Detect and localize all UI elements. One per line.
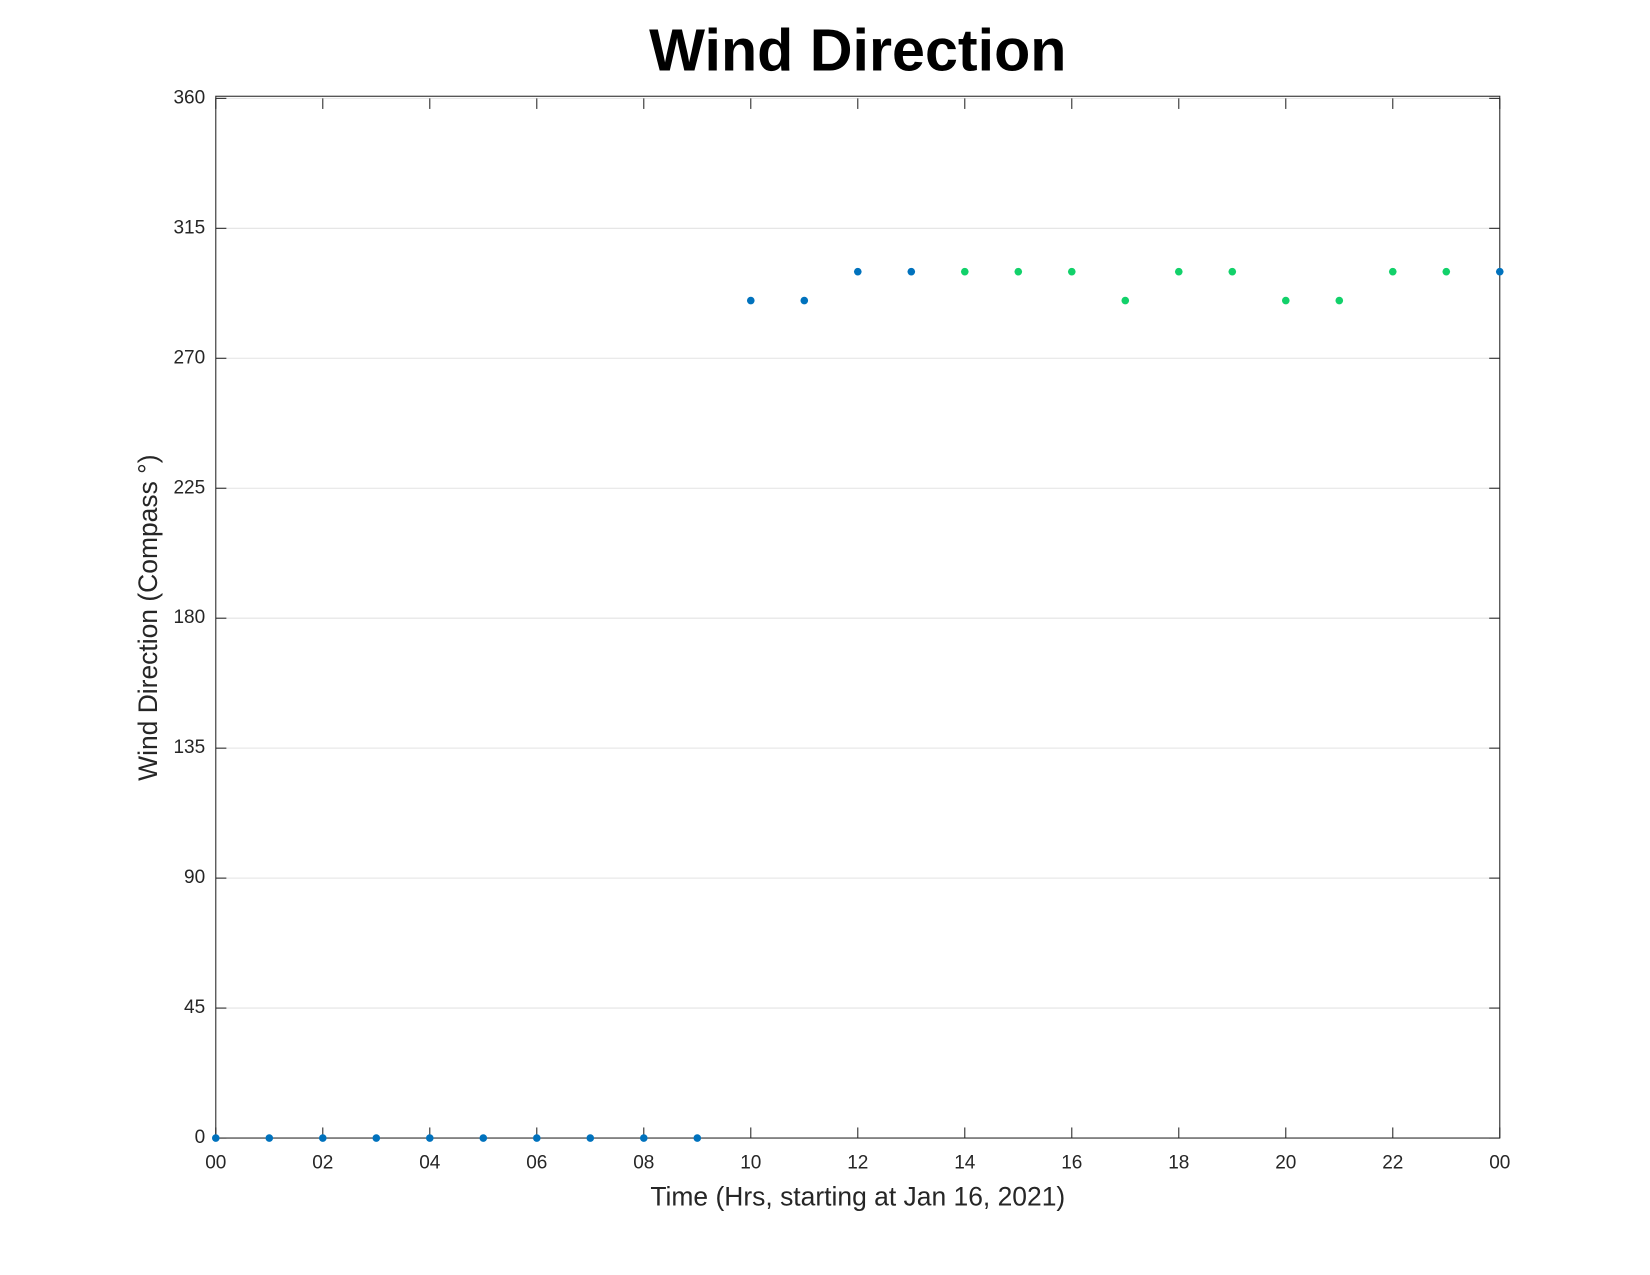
point [1014,267,1023,276]
x-tick-label: 20 [1275,1152,1296,1173]
point [960,267,969,276]
x-tick-label: 14 [954,1152,976,1173]
point [372,1134,381,1142]
x-tick-label: 06 [526,1152,547,1173]
point [586,1134,595,1142]
y-tick-label: 45 [184,997,205,1018]
point [1388,267,1397,276]
x-tick-label: 00 [205,1152,226,1173]
point [425,1134,434,1142]
x-tick-label: 00 [1489,1152,1510,1173]
point [1174,267,1183,276]
point [907,267,916,276]
x-tick-label: 22 [1382,1152,1403,1173]
x-tick-label: 02 [312,1152,333,1173]
point [639,1134,648,1142]
x-axis-label: Time (Hrs, starting at Jan 16, 2021) [650,1181,1065,1211]
point [1335,296,1344,305]
x-tick-label: 10 [740,1152,761,1173]
y-tick-label: 270 [173,347,205,368]
point [1495,267,1504,276]
point [318,1134,327,1142]
point [265,1134,274,1142]
point [746,296,755,305]
y-tick-label: 180 [173,607,205,628]
chart-title: Wind Direction [649,17,1066,84]
point [1281,296,1290,305]
point [211,1134,220,1142]
point [1121,296,1130,305]
point [479,1134,488,1142]
point [853,267,862,276]
y-tick-label: 0 [195,1127,206,1148]
x-tick-label: 16 [1061,1152,1082,1173]
point [693,1134,702,1142]
point [532,1134,541,1142]
y-tick-label: 225 [173,477,205,498]
y-tick-label: 90 [184,867,205,888]
x-tick-label: 04 [419,1152,441,1173]
y-tick-label: 135 [173,737,205,758]
plot-frame [215,95,1501,1139]
y-axis-label: Wind Direction (Compass °) [133,454,163,780]
point [800,296,809,305]
point [1067,267,1076,276]
y-tick-label: 360 [173,87,205,108]
point [1228,267,1237,276]
y-tick-label: 315 [173,217,205,238]
x-tick-label: 08 [633,1152,654,1173]
point [1442,267,1451,276]
x-tick-label: 12 [847,1152,868,1173]
x-tick-label: 18 [1168,1152,1189,1173]
